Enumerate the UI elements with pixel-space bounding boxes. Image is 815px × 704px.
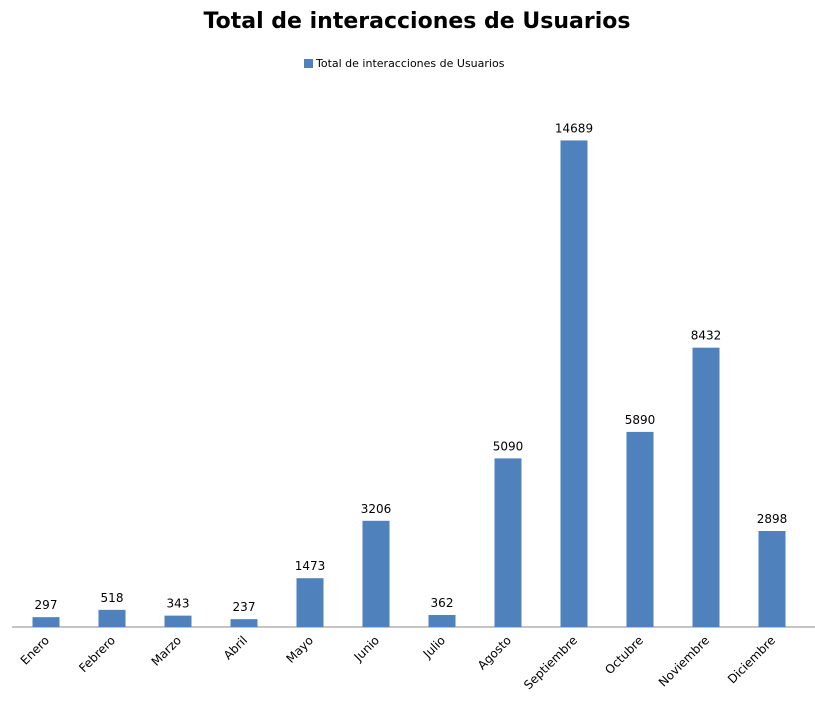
x-tick-label: Junio bbox=[351, 633, 382, 664]
bar bbox=[560, 140, 588, 627]
data-label: 5890 bbox=[625, 413, 656, 427]
data-label: 1473 bbox=[295, 559, 326, 573]
x-tick-label: Enero bbox=[18, 633, 52, 667]
x-tick-label: Julio bbox=[420, 633, 448, 661]
data-label: 8432 bbox=[691, 329, 722, 343]
data-label: 362 bbox=[431, 596, 454, 610]
data-label: 343 bbox=[167, 597, 190, 611]
bar bbox=[362, 520, 390, 627]
bar bbox=[296, 578, 324, 627]
x-tick-label: Agosto bbox=[475, 633, 514, 672]
chart-title: Total de interacciones de Usuarios bbox=[204, 9, 631, 34]
legend-label: Total de interacciones de Usuarios bbox=[315, 57, 505, 70]
x-tick-label: Febrero bbox=[76, 633, 118, 675]
bar bbox=[32, 617, 60, 627]
data-label: 5090 bbox=[493, 439, 524, 453]
bar bbox=[626, 431, 654, 627]
x-tick-label: Abril bbox=[221, 633, 250, 662]
bar bbox=[692, 347, 720, 627]
bar bbox=[98, 609, 126, 627]
bar bbox=[428, 615, 456, 627]
bar bbox=[494, 458, 522, 627]
x-tick-label: Diciembre bbox=[725, 633, 778, 686]
bar bbox=[758, 531, 786, 627]
data-label: 2898 bbox=[757, 512, 788, 526]
data-label: 518 bbox=[101, 591, 124, 605]
x-tick-label: Septiembre bbox=[521, 633, 580, 692]
data-label: 297 bbox=[35, 598, 58, 612]
data-label: 14689 bbox=[555, 121, 593, 135]
bar bbox=[230, 619, 258, 627]
bar bbox=[164, 615, 192, 627]
x-tick-label: Marzo bbox=[149, 633, 185, 669]
data-label: 237 bbox=[233, 600, 256, 614]
x-tick-label: Noviembre bbox=[656, 633, 712, 689]
x-tick-label: Octubre bbox=[602, 633, 646, 677]
legend-swatch bbox=[304, 59, 313, 68]
data-label: 3206 bbox=[361, 502, 392, 516]
x-tick-label: Mayo bbox=[283, 633, 316, 666]
